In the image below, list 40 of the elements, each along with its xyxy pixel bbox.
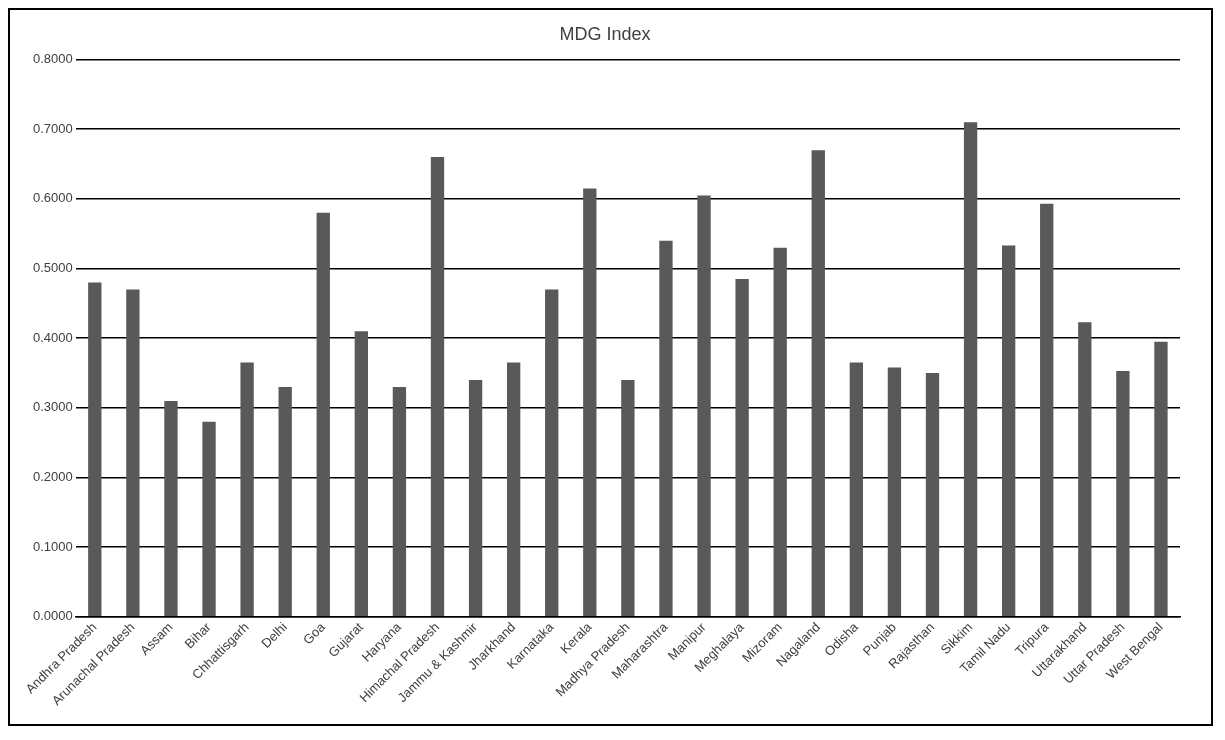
- bar: [88, 282, 102, 617]
- bar: [1078, 322, 1092, 617]
- bar: [1040, 203, 1054, 617]
- y-tick-label: 0.5000: [33, 260, 73, 276]
- y-tick-label: 0.6000: [33, 190, 73, 206]
- bar: [1001, 245, 1016, 617]
- bar: [468, 379, 483, 617]
- bar: [126, 289, 140, 617]
- bar: [925, 373, 940, 617]
- bar: [887, 367, 902, 617]
- bar: [659, 240, 673, 617]
- bar: [164, 400, 178, 617]
- bar: [735, 278, 749, 617]
- chart-title: MDG Index: [559, 23, 651, 44]
- y-tick-label: 0.7000: [33, 120, 73, 136]
- bar: [278, 386, 292, 617]
- bar: [773, 247, 787, 617]
- bar: [354, 331, 368, 617]
- y-tick-label: 0.1000: [33, 538, 73, 554]
- bar: [1116, 370, 1130, 617]
- bar: [1154, 341, 1168, 617]
- bar: [202, 421, 216, 617]
- y-tick-label: 0.0000: [33, 608, 73, 624]
- bar: [316, 212, 330, 617]
- bar: [545, 289, 559, 617]
- bar: [697, 195, 711, 617]
- bar: [849, 362, 864, 617]
- bar: [811, 150, 825, 617]
- y-tick-label: 0.4000: [33, 329, 73, 345]
- x-tick-label: Goa: [299, 618, 329, 648]
- bar: [963, 122, 978, 617]
- y-tick-label: 0.3000: [33, 399, 73, 415]
- bar: [583, 188, 597, 617]
- y-tick-label: 0.2000: [33, 469, 73, 485]
- bar: [240, 362, 254, 617]
- bar: [430, 157, 445, 617]
- y-tick-label: 0.8000: [33, 51, 73, 67]
- bar: [392, 386, 407, 617]
- bar: [621, 379, 635, 617]
- bar: [506, 362, 521, 617]
